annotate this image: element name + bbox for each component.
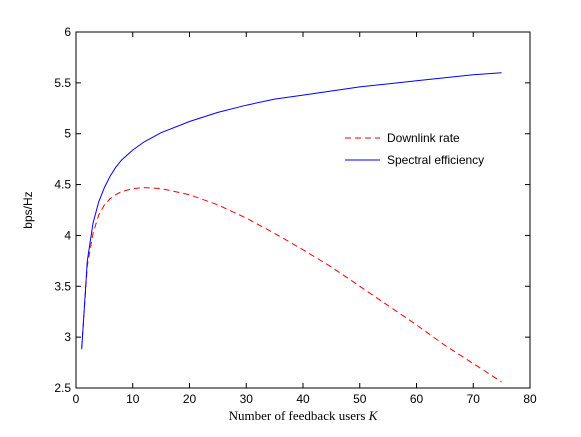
x-tick-label: 10	[126, 392, 140, 406]
x-tick-label: 50	[353, 392, 367, 406]
y-tick-label: 4	[64, 228, 71, 242]
x-axis-label: Number of feedback users K	[229, 408, 379, 423]
y-tick-label: 3	[64, 330, 71, 344]
y-tick-label: 5.5	[54, 76, 71, 90]
y-tick-label: 3.5	[54, 279, 71, 293]
y-tick-label: 5	[64, 127, 71, 141]
x-tick-label: 70	[467, 392, 481, 406]
x-tick-label: 20	[183, 392, 197, 406]
y-tick-label: 2.5	[54, 381, 71, 395]
legend: Downlink rate Spectral efficiency	[345, 131, 484, 167]
x-axis-label-text: Number of feedback users	[229, 408, 369, 423]
x-tick-label: 40	[296, 392, 310, 406]
x-tick-label: 30	[240, 392, 254, 406]
y-tick-label: 6	[64, 25, 71, 39]
series-line-spectral-efficiency	[81, 72, 502, 350]
series-line-downlink-rate	[81, 187, 502, 383]
y-tick-label: 4.5	[54, 178, 71, 192]
x-tick-label: 0	[73, 392, 80, 406]
y-axis-label: bps/Hz	[21, 191, 35, 228]
legend-label: Spectral efficiency	[387, 153, 484, 167]
legend-label: Downlink rate	[387, 131, 460, 145]
x-tick-label: 60	[410, 392, 424, 406]
x-tick-label: 80	[523, 392, 537, 406]
x-axis-label-variable: K	[368, 408, 379, 423]
ticks-layer: 0 10 20 30 40 50 60 70 80 2.5 3 3.5 4 4.5 5 5.5 6	[54, 25, 537, 406]
series-layer	[81, 72, 502, 383]
